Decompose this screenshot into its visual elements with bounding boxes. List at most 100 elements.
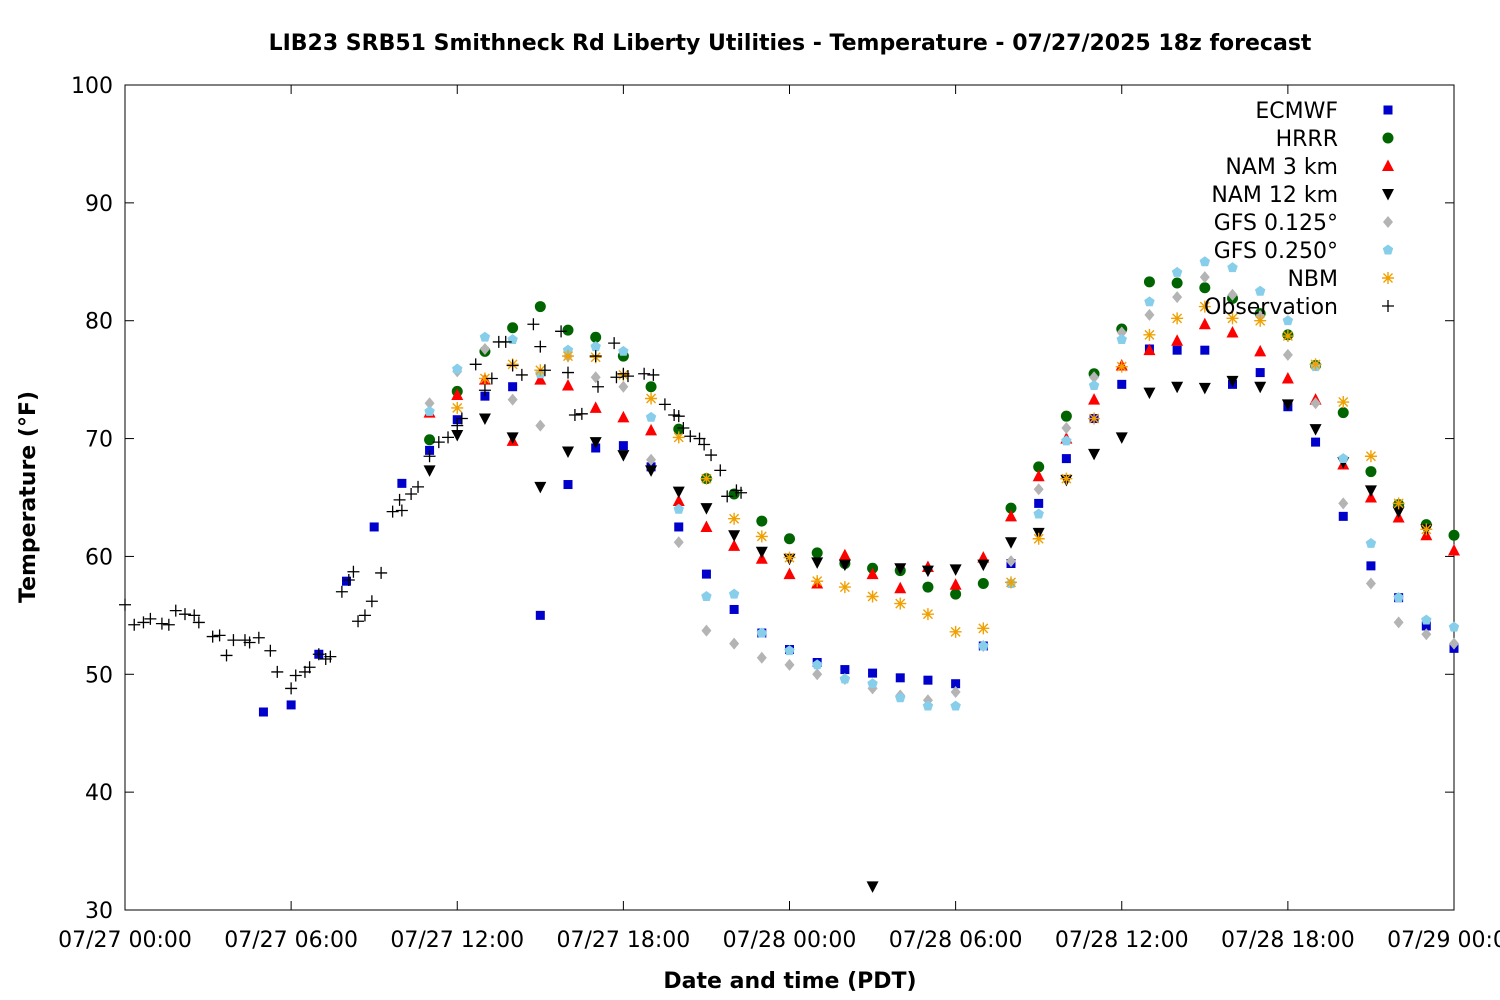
data-point bbox=[755, 546, 768, 559]
data-point bbox=[590, 331, 602, 343]
data-point bbox=[591, 380, 604, 393]
data-point bbox=[1060, 410, 1072, 422]
data-point bbox=[1227, 262, 1238, 273]
data-point bbox=[701, 591, 712, 601]
data-point bbox=[840, 665, 850, 675]
data-point bbox=[866, 567, 879, 580]
data-point bbox=[1281, 330, 1294, 343]
data-point bbox=[312, 648, 325, 661]
data-point bbox=[949, 625, 962, 638]
data-point bbox=[1006, 555, 1016, 568]
data-point bbox=[451, 430, 464, 442]
data-point bbox=[1365, 537, 1377, 548]
data-point bbox=[1088, 393, 1101, 405]
data-point bbox=[562, 324, 574, 336]
data-point bbox=[285, 682, 298, 695]
data-point bbox=[674, 522, 684, 532]
data-point bbox=[1144, 308, 1155, 321]
x-tick-label: 07/28 12:00 bbox=[1055, 928, 1189, 953]
data-point bbox=[621, 370, 634, 383]
data-point bbox=[895, 673, 905, 683]
data-point bbox=[1005, 509, 1017, 522]
data-point bbox=[562, 344, 574, 355]
data-point bbox=[534, 340, 547, 353]
data-point bbox=[921, 565, 934, 578]
data-point bbox=[424, 434, 436, 446]
data-point bbox=[645, 465, 658, 477]
data-point bbox=[1282, 348, 1293, 361]
data-point bbox=[303, 661, 316, 674]
data-point bbox=[672, 486, 685, 499]
data-point bbox=[128, 618, 141, 631]
data-point bbox=[647, 368, 660, 381]
y-tick-label: 60 bbox=[85, 545, 113, 570]
data-point bbox=[1061, 454, 1071, 464]
series-gfs-0-250- bbox=[424, 256, 1460, 711]
y-axis-label: Temperature (°F) bbox=[16, 391, 41, 603]
legend-label: NBM bbox=[1287, 267, 1338, 292]
data-point bbox=[1143, 343, 1156, 356]
x-tick-label: 07/27 12:00 bbox=[390, 928, 524, 953]
data-point bbox=[658, 398, 671, 411]
data-point bbox=[672, 494, 685, 507]
data-point bbox=[811, 659, 823, 670]
data-point bbox=[1033, 508, 1044, 519]
data-point bbox=[866, 881, 879, 893]
data-point bbox=[562, 446, 574, 459]
data-point bbox=[922, 700, 934, 711]
data-point bbox=[258, 707, 268, 717]
data-point bbox=[335, 585, 348, 598]
data-point bbox=[451, 401, 464, 414]
data-point bbox=[386, 505, 399, 518]
data-point bbox=[1448, 544, 1460, 556]
data-point bbox=[701, 569, 711, 579]
data-point bbox=[867, 678, 878, 689]
data-point bbox=[506, 359, 519, 372]
data-point bbox=[1005, 502, 1017, 514]
data-point bbox=[977, 622, 990, 635]
data-point bbox=[646, 453, 657, 466]
x-tick-label: 07/28 00:00 bbox=[723, 928, 857, 953]
data-point bbox=[698, 438, 711, 451]
data-point bbox=[1200, 345, 1210, 355]
data-point bbox=[1421, 614, 1432, 625]
data-point bbox=[213, 629, 226, 642]
data-point bbox=[1309, 424, 1322, 436]
data-point bbox=[894, 563, 907, 575]
data-point bbox=[527, 318, 540, 331]
data-point bbox=[784, 658, 795, 671]
data-point bbox=[424, 397, 435, 410]
data-point bbox=[535, 419, 546, 432]
data-point bbox=[562, 379, 574, 391]
data-point bbox=[562, 366, 574, 379]
data-point bbox=[701, 624, 712, 637]
data-point bbox=[264, 644, 277, 657]
x-axis: 07/27 00:00 07/27 06:00 07/27 12:00 07/27 1… bbox=[58, 85, 1500, 953]
data-point bbox=[1448, 621, 1460, 632]
data-point bbox=[1032, 532, 1045, 545]
data-point bbox=[507, 322, 519, 334]
data-point bbox=[188, 609, 201, 622]
data-point bbox=[1421, 621, 1431, 631]
data-point bbox=[451, 419, 464, 432]
legend-marker bbox=[1382, 159, 1394, 171]
data-point bbox=[1448, 529, 1460, 541]
data-point bbox=[243, 636, 256, 649]
data-point bbox=[1254, 285, 1266, 296]
series-observation bbox=[119, 318, 748, 695]
data-point bbox=[1198, 317, 1211, 330]
data-point bbox=[729, 604, 739, 614]
y-tick-label: 40 bbox=[85, 781, 113, 806]
data-point bbox=[555, 325, 568, 338]
data-point bbox=[137, 616, 150, 629]
data-point bbox=[144, 612, 157, 625]
data-point bbox=[507, 393, 518, 406]
data-point bbox=[783, 551, 796, 564]
data-point bbox=[1089, 371, 1100, 384]
data-point bbox=[508, 382, 518, 392]
data-point bbox=[1198, 382, 1211, 395]
x-tick-label: 07/27 18:00 bbox=[556, 928, 690, 953]
series-nbm bbox=[451, 300, 1433, 638]
data-point bbox=[923, 675, 933, 685]
chart-title: LIB23 SRB51 Smithneck Rd Liberty Utiliti… bbox=[269, 31, 1312, 56]
